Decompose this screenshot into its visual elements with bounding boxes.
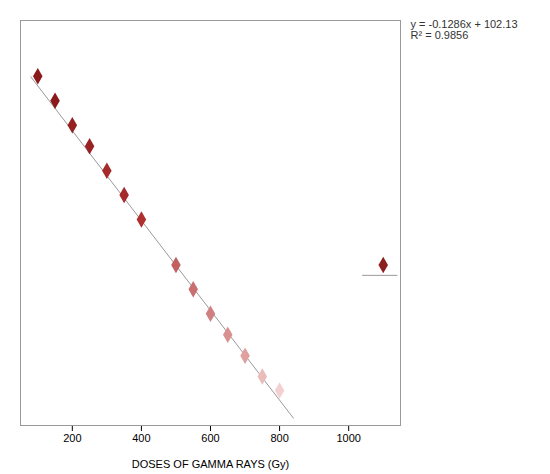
svg-text:200: 200 [63, 432, 81, 444]
svg-text:1000: 1000 [336, 432, 360, 444]
svg-text:800: 800 [270, 432, 288, 444]
svg-text:600: 600 [201, 432, 219, 444]
svg-text:y = -0.1286x + 102.13R² = 0.98: y = -0.1286x + 102.13R² = 0.9856 [411, 18, 518, 41]
svg-text:DOSES OF GAMMA RAYS (Gy): DOSES OF GAMMA RAYS (Gy) [132, 458, 289, 470]
svg-text:400: 400 [132, 432, 150, 444]
